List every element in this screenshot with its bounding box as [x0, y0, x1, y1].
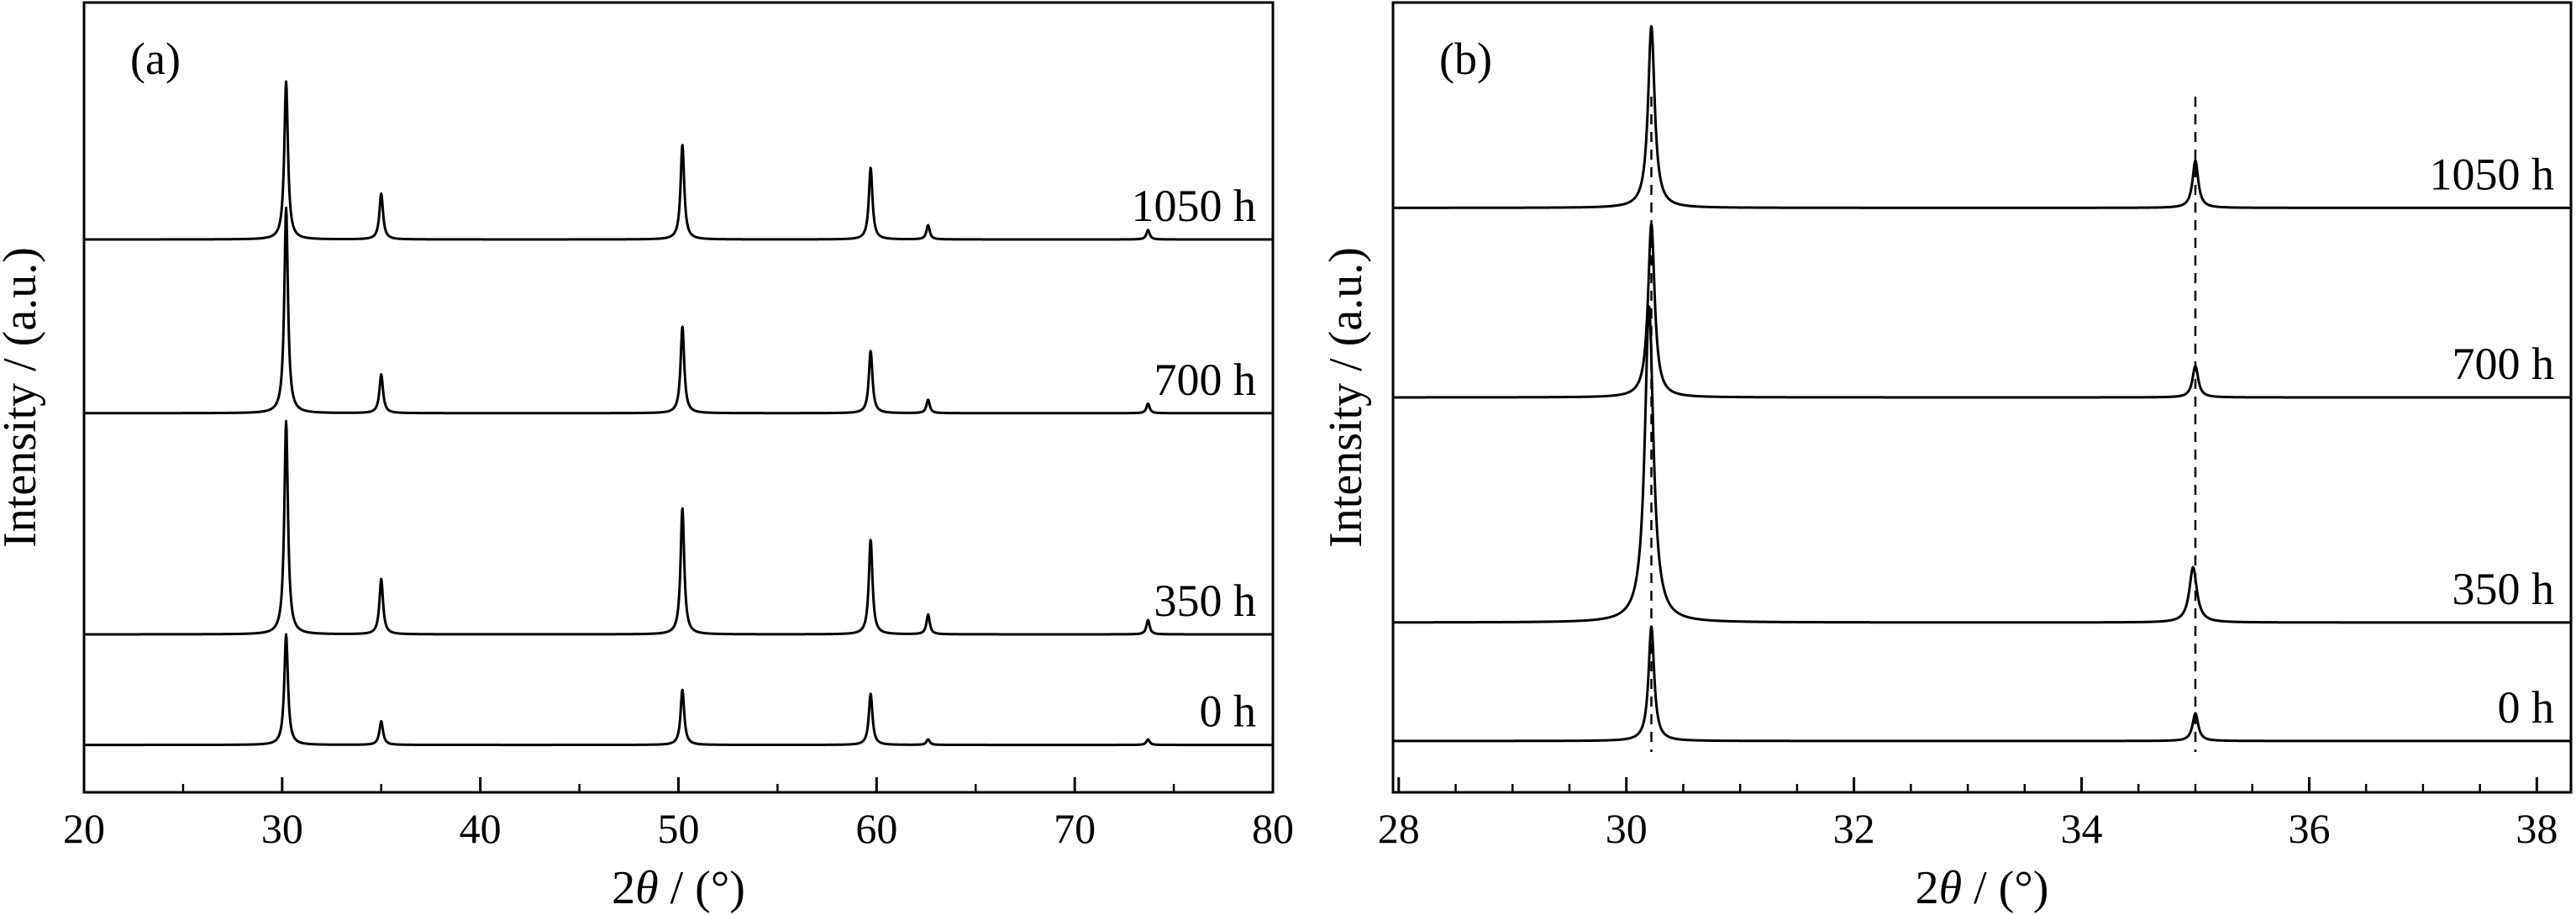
- series-line-a-2: [83, 206, 1274, 415]
- series-label-a-3: 1050 h: [1132, 181, 1257, 231]
- series-label-b-3: 1050 h: [2430, 149, 2555, 199]
- panel-a: 20 30 40 50 60 70 80 2θ / (°) Intensity / (a.u.)…: [0, 1, 1294, 914]
- series-line-b-3: [1392, 24, 2572, 209]
- x-tick-label-b-32: 32: [1833, 805, 1875, 852]
- series-label-b-1: 350 h: [2452, 564, 2555, 614]
- series-line-b-1: [1392, 305, 2572, 624]
- series-label-a-0: 0 h: [1200, 686, 1257, 737]
- panel-label-b: (b): [1439, 34, 1492, 84]
- series-label-a-2: 700 h: [1154, 355, 1257, 405]
- panel-label-a: (a): [130, 34, 181, 84]
- series-label-b-0: 0 h: [2498, 682, 2555, 733]
- series-label-b-2: 700 h: [2452, 339, 2555, 389]
- series-line-a-3: [83, 80, 1274, 241]
- x-axis-title-b: 2θ / (°): [1916, 862, 2049, 914]
- x-tick-label-b-36: 36: [2288, 805, 2330, 852]
- x-tick-label-a-40: 40: [460, 805, 502, 852]
- x-tick-label-b-28: 28: [1378, 805, 1420, 852]
- x-tick-label-a-50: 50: [658, 805, 700, 852]
- series-line-a-1: [83, 419, 1274, 636]
- x-tick-label-b-38: 38: [2516, 805, 2558, 852]
- series-line-b-2: [1392, 222, 2572, 399]
- y-axis-title-a: Intensity / (a.u.): [0, 247, 46, 548]
- x-tick-label-a-60: 60: [855, 805, 897, 852]
- x-tick-label-a-20: 20: [63, 805, 105, 852]
- x-tick-label-b-30: 30: [1606, 805, 1648, 852]
- x-tick-label-a-70: 70: [1054, 805, 1096, 852]
- x-tick-label-b-34: 34: [2061, 805, 2103, 852]
- x-tick-label-a-80: 80: [1252, 805, 1294, 852]
- x-axis-title-a: 2θ / (°): [612, 862, 745, 914]
- panel-b: 28 30 32 34 36 38 2θ / (°) Intensity / (a.u.) (b…: [1320, 1, 2573, 914]
- series-line-b-0: [1392, 625, 2572, 743]
- x-tick-label-a-30: 30: [261, 805, 303, 852]
- y-axis-title-b: Intensity / (a.u.): [1320, 247, 1372, 548]
- series-label-a-1: 350 h: [1154, 576, 1257, 626]
- series-line-a-0: [83, 633, 1274, 747]
